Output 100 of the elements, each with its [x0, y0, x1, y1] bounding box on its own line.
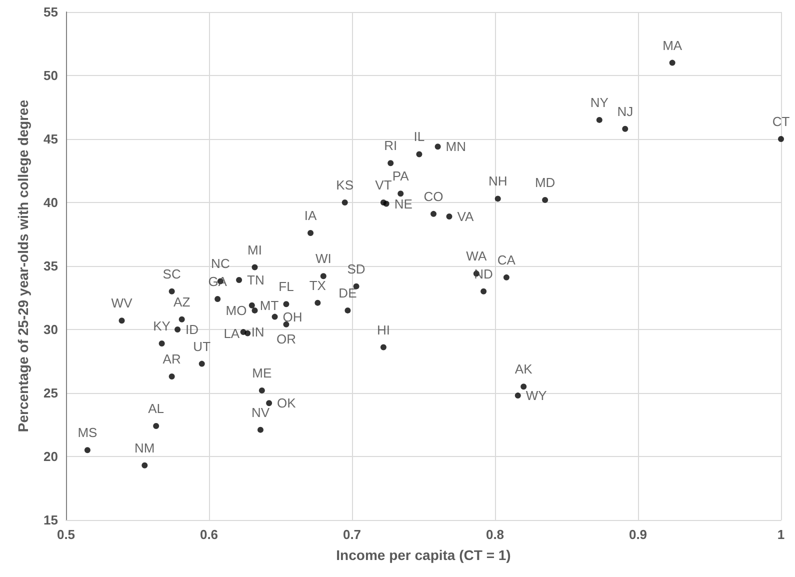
data-label: WA	[466, 248, 487, 264]
point	[380, 344, 386, 350]
point	[153, 423, 160, 430]
data-label: OR	[276, 331, 296, 346]
point	[258, 387, 265, 394]
data-label: OH	[282, 309, 302, 324]
data-label: AL	[148, 401, 164, 416]
y-tick-label: 35	[44, 258, 58, 274]
point	[198, 360, 205, 367]
point	[416, 151, 422, 158]
data-label: MI	[248, 242, 262, 258]
point	[480, 288, 487, 294]
data-label: NC	[211, 256, 230, 272]
data-label: LA	[224, 326, 240, 341]
data-label: NV	[251, 404, 270, 420]
y-tick-label: 15	[44, 512, 58, 528]
point	[388, 160, 394, 166]
data-label: TX	[309, 278, 326, 293]
data-label: DE	[338, 285, 358, 300]
point	[168, 373, 175, 380]
data-label: CO	[424, 188, 444, 204]
data-label: TN	[247, 272, 264, 288]
point	[248, 302, 255, 308]
point	[266, 400, 272, 406]
y-tick-label: 45	[44, 132, 58, 146]
point	[503, 274, 510, 280]
point	[84, 447, 90, 454]
data-label: IL	[414, 129, 425, 144]
data-label: RI	[384, 138, 398, 154]
point	[178, 316, 185, 322]
data-label: NM	[134, 440, 155, 456]
point	[344, 307, 351, 314]
x-tick-label: 0.6	[200, 527, 218, 542]
y-tick-label: 30	[44, 322, 58, 337]
data-label: WI	[315, 251, 332, 266]
data-label: GA	[208, 274, 228, 290]
data-label: MD	[534, 174, 556, 190]
data-label: NY	[590, 94, 609, 110]
point	[142, 462, 148, 468]
data-label: PA	[392, 168, 410, 184]
data-label: KY	[153, 318, 171, 334]
point	[494, 196, 501, 202]
data-label: NJ	[617, 104, 634, 119]
data-label: FL	[278, 279, 294, 294]
point	[434, 144, 441, 150]
point	[244, 330, 251, 336]
x-tick-label: 0.9	[628, 527, 648, 542]
point	[353, 283, 360, 290]
data-label: VT	[375, 178, 392, 192]
y-tick-label: 50	[44, 68, 58, 83]
data-label: SD	[347, 261, 366, 276]
point	[320, 273, 326, 280]
y-tick-label: 25	[44, 386, 58, 400]
point	[383, 200, 390, 207]
data-label: SC	[162, 266, 181, 282]
point	[596, 116, 602, 123]
point	[622, 126, 628, 132]
point	[308, 230, 314, 236]
point	[542, 196, 548, 203]
data-label: OK	[277, 396, 296, 411]
data-label: NE	[394, 196, 413, 212]
point	[430, 210, 437, 217]
data-label: MO	[226, 302, 247, 318]
y-tick-label: 20	[44, 449, 58, 464]
data-label: NH	[488, 174, 508, 189]
point	[778, 136, 784, 142]
data-label: HI	[376, 322, 390, 338]
point	[272, 314, 278, 320]
point	[283, 301, 290, 308]
point	[398, 190, 404, 197]
data-label: VA	[457, 208, 474, 224]
data-label: ID	[186, 322, 199, 337]
data-label: MA	[662, 38, 682, 53]
data-label: CT	[772, 114, 790, 129]
y-axis-title: Percentage of 25-29 year-olds with college degree	[15, 100, 31, 432]
point	[168, 288, 175, 294]
point	[118, 318, 125, 324]
data-label: KS	[336, 178, 354, 192]
point	[257, 426, 264, 433]
data-label: CA	[497, 252, 516, 268]
data-label: WY	[526, 388, 548, 404]
point	[669, 60, 676, 66]
point	[342, 200, 348, 206]
data-label: UT	[193, 338, 211, 354]
point	[446, 213, 452, 220]
data-label: IN	[251, 324, 264, 340]
point	[236, 276, 242, 283]
data-label: MN	[446, 139, 466, 154]
data-label: AR	[162, 351, 181, 366]
x-tick-label: 0.8	[486, 527, 504, 542]
data-label: ND	[474, 266, 493, 282]
y-tick-label: 55	[44, 4, 58, 20]
point	[174, 326, 181, 332]
point	[514, 392, 521, 399]
point	[252, 307, 258, 314]
x-tick-label: 0.7	[342, 527, 362, 542]
x-tick-label: 1	[777, 527, 785, 542]
data-label: MS	[78, 425, 98, 440]
data-label: WV	[111, 296, 133, 311]
x-axis-title: Income per capita (CT = 1)	[336, 547, 511, 563]
